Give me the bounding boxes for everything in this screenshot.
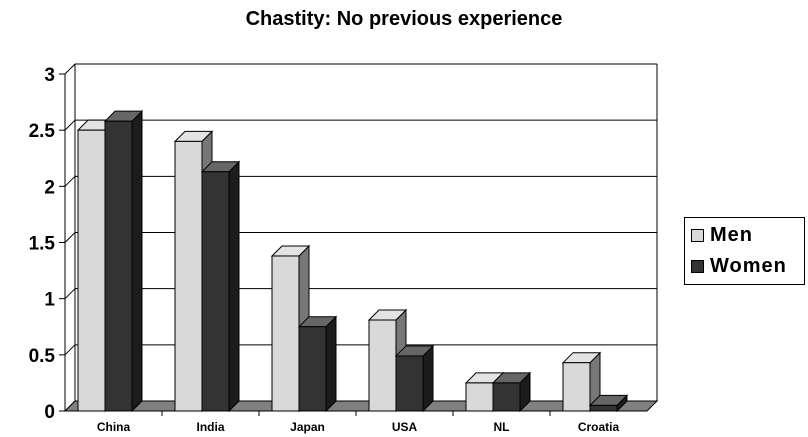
bar-men-croatia	[562, 362, 591, 412]
y-tick-label: 2	[44, 177, 55, 198]
bar-side-women-japan	[325, 315, 337, 413]
bar-women-usa	[395, 355, 424, 412]
y-tick-label: 0	[44, 402, 55, 423]
bar-women-india	[201, 171, 230, 412]
y-tick-label: 2.5	[29, 121, 56, 142]
bar-men-nl	[465, 382, 494, 412]
gridline-side	[64, 288, 76, 300]
y-tick-label: 1	[44, 290, 55, 311]
bar-side-women-usa	[422, 344, 434, 413]
legend-item-women: Women	[691, 255, 787, 278]
gridline-side	[64, 175, 76, 187]
bar-side-women-india	[228, 160, 240, 413]
chart-title: Chastity: No previous experience	[245, 8, 563, 30]
y-tick-label: 0.5	[29, 346, 56, 367]
bar-women-nl	[492, 382, 521, 412]
bar-men-india	[174, 140, 203, 412]
x-tick-label: Japan	[290, 420, 325, 434]
legend: Men Women	[684, 217, 805, 285]
bar-women-china	[104, 120, 133, 412]
x-tick-label: Croatia	[578, 420, 620, 434]
x-tick-label: USA	[392, 420, 418, 434]
legend-label-women: Women	[710, 255, 787, 277]
gridline-side	[64, 119, 76, 131]
legend-swatch-women	[691, 260, 704, 273]
x-tick-label: India	[196, 420, 224, 434]
gridline-side	[64, 344, 76, 356]
bar-men-japan	[271, 255, 300, 412]
y-tick-label: 3	[44, 65, 55, 86]
bar-men-china	[77, 129, 106, 412]
legend-label-men: Men	[710, 224, 753, 246]
gridline-side	[64, 63, 76, 75]
bar-women-japan	[298, 326, 327, 412]
bar-men-usa	[368, 319, 397, 412]
legend-swatch-men	[691, 229, 704, 242]
x-tick-label: NL	[494, 420, 510, 434]
bar-side-women-china	[131, 109, 143, 413]
x-tick-label: China	[97, 420, 131, 434]
gridline-side	[64, 232, 76, 243]
bar-women-croatia	[589, 404, 618, 412]
legend-item-men: Men	[691, 224, 753, 247]
y-tick-label: 1.5	[29, 234, 56, 255]
